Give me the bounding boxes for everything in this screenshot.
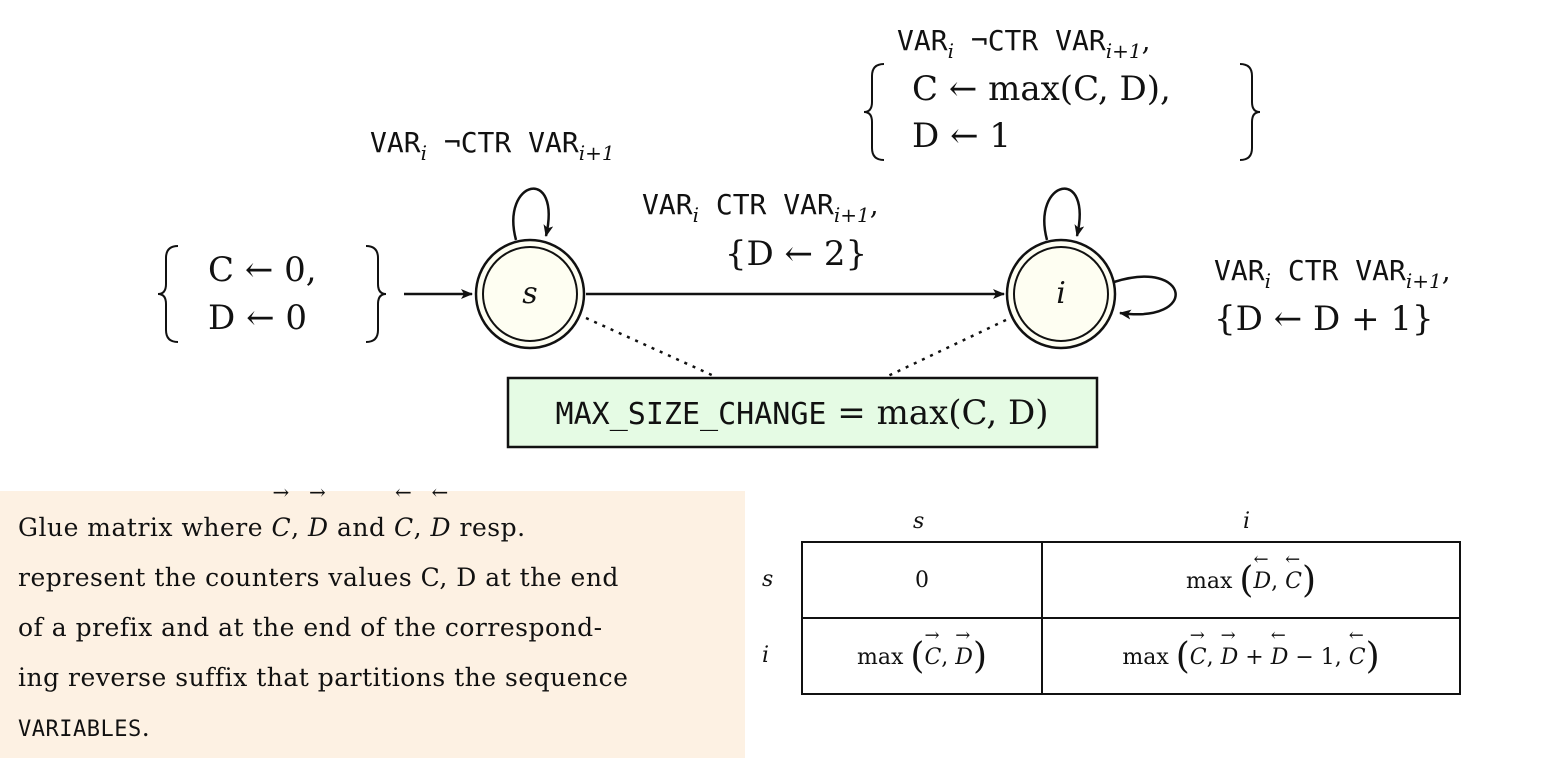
state-i[interactable]: i [1005, 238, 1117, 350]
transition-s-i-label: VARi CTR VARi+1, [642, 188, 879, 227]
note-line-3: of a prefix and at the end of the corres… [18, 613, 603, 642]
loop-i-top-left-brace [863, 63, 885, 161]
initialization-block: C ← 0, D ← 0 [157, 245, 387, 343]
loop-s-arrow [512, 187, 554, 241]
note-line-4: ing reverse suffix that partitions the s… [18, 663, 629, 692]
connector-s-result [585, 316, 715, 378]
col-header-i: i [1243, 509, 1251, 534]
loop-i-top-right-brace [1239, 63, 1261, 161]
right-brace [365, 245, 387, 343]
result-box: MAX_SIZE_CHANGE = max(C, D) [506, 376, 1099, 449]
init-line-1: C ← 0, [208, 250, 317, 290]
glue-matrix: s i s i 0 max (D, C) max (C, D) max (C, … [750, 505, 1470, 705]
loop-i-top-update-2: D ← 1 [912, 116, 1011, 156]
loop-i-right-label: VARi CTR VARi+1, [1214, 254, 1451, 293]
connector-i-result [887, 318, 1007, 378]
glue-matrix-note: Glue matrix where C, D and C, D resp. re… [0, 482, 745, 758]
transition-s-i-update: {D ← 2} [725, 234, 867, 274]
loop-i-top-update-1: C ← max(C, D), [912, 69, 1171, 109]
loop-i-top-arrow [1043, 187, 1085, 241]
loop-s-label: VARi ¬CTR VARi+1 [370, 126, 615, 165]
left-brace [157, 245, 179, 343]
cell-s-i: max (D, C) [1041, 541, 1461, 619]
note-line-2: represent the counters values C, D at th… [18, 563, 619, 592]
loop-i-right-arrow [1113, 275, 1177, 320]
result-formula: MAX_SIZE_CHANGE = max(C, D) [556, 393, 1049, 433]
glue-matrix-table: 0 max (D, C) max (C, D) max (C, D + D − … [801, 541, 1461, 695]
cell-i-i: max (C, D + D − 1, C) [1041, 617, 1461, 695]
row-header-i: i [762, 643, 770, 668]
col-header-s: s [913, 509, 925, 534]
automaton-diagram: C ← 0, D ← 0 s i VARi ¬CTR VARi+1 VARi C… [157, 24, 1451, 449]
state-s-label: s [522, 276, 537, 311]
cell-i-s: max (C, D) [801, 617, 1043, 695]
state-s[interactable]: s [474, 238, 586, 350]
cell-s-s: 0 [801, 541, 1043, 619]
state-i-label: i [1056, 276, 1066, 311]
init-line-2: D ← 0 [208, 298, 307, 338]
note-line-5: VARIABLES. [18, 713, 151, 742]
note-line-1: Glue matrix where C, D and C, D resp. [18, 482, 727, 553]
loop-i-right-update: {D ← D + 1} [1214, 299, 1434, 339]
loop-i-top-label: VARi ¬CTR VARi+1, [897, 24, 1151, 63]
row-header-s: s [762, 567, 774, 592]
